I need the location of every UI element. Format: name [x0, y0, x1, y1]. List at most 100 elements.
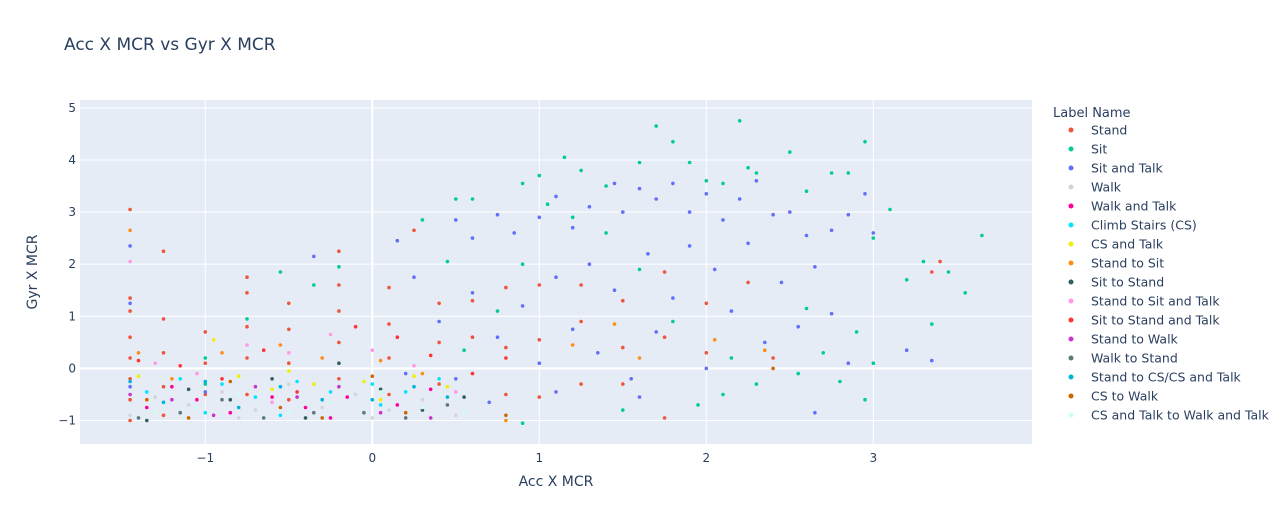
data-point — [704, 192, 709, 196]
data-point — [662, 335, 667, 340]
data-point — [504, 356, 508, 360]
legend-item[interactable]: CS to Walk — [1068, 389, 1159, 404]
data-point — [211, 413, 216, 418]
legend-item[interactable]: Walk and Talk — [1068, 199, 1178, 214]
data-point — [629, 377, 633, 381]
data-point — [195, 397, 199, 402]
data-point — [278, 270, 283, 274]
y-tick-label: −1 — [58, 414, 76, 428]
legend-item[interactable]: Sit and Talk — [1068, 161, 1164, 176]
legend-item[interactable]: Stand to Sit and Talk — [1068, 294, 1221, 309]
data-point — [195, 405, 199, 410]
data-point — [704, 351, 709, 355]
data-point — [704, 366, 709, 371]
data-point — [470, 236, 475, 240]
data-point — [245, 356, 249, 360]
data-point — [554, 194, 558, 199]
data-point — [888, 207, 892, 212]
data-point — [236, 374, 241, 379]
data-point — [278, 384, 283, 389]
data-point — [637, 186, 642, 191]
data-point — [470, 371, 475, 376]
data-point — [370, 382, 375, 386]
legend-item[interactable]: Stand to CS/CS and Talk — [1068, 370, 1242, 385]
data-point — [863, 397, 867, 402]
legend-title: Label Name — [1053, 106, 1131, 121]
data-point — [370, 348, 375, 353]
data-point — [813, 410, 817, 415]
data-point — [712, 267, 717, 272]
data-point — [320, 405, 325, 410]
legend-item[interactable]: CS and Talk — [1068, 237, 1164, 252]
data-point — [804, 233, 809, 238]
data-point — [161, 400, 166, 405]
x-axis-ticks: −1 0 1 2 3 — [196, 451, 877, 465]
legend-item[interactable]: Sit — [1068, 142, 1108, 157]
data-point — [395, 403, 400, 407]
data-point — [128, 335, 132, 340]
legend-item[interactable]: Walk — [1068, 180, 1122, 195]
legend-label: CS and Talk to Walk and Talk — [1091, 408, 1270, 423]
legend-item[interactable]: Sit to Stand — [1068, 275, 1165, 290]
data-point — [337, 361, 341, 366]
data-point — [387, 408, 391, 412]
data-point — [203, 390, 208, 394]
legend[interactable]: Label Name Stand Sit Sit and Talk Walk Walk … — [1053, 106, 1270, 423]
legend-item[interactable]: Stand to Sit — [1068, 256, 1165, 271]
legend-marker — [1068, 279, 1074, 285]
data-point — [378, 397, 383, 402]
data-point — [178, 410, 182, 415]
data-point — [462, 395, 466, 399]
legend-item[interactable]: Walk to Stand — [1068, 351, 1178, 366]
legend-label: Stand to Sit — [1091, 256, 1164, 271]
data-point — [378, 410, 383, 415]
data-point — [362, 379, 366, 384]
data-point — [245, 317, 249, 321]
data-point — [570, 343, 575, 347]
data-point — [804, 306, 809, 311]
data-point — [220, 351, 224, 355]
data-point — [788, 210, 792, 214]
data-point — [462, 348, 466, 353]
data-point — [128, 418, 132, 423]
data-point — [145, 390, 149, 394]
data-point — [328, 416, 333, 420]
data-point — [378, 358, 383, 363]
data-point — [470, 298, 475, 303]
legend-item[interactable]: Sit to Stand and Talk — [1068, 313, 1221, 328]
data-point — [312, 254, 316, 259]
data-point — [153, 410, 157, 415]
data-point — [612, 288, 617, 293]
data-point — [904, 348, 909, 353]
data-point — [946, 270, 951, 274]
data-point — [387, 392, 391, 397]
data-point — [378, 387, 383, 392]
data-point — [596, 351, 600, 355]
y-tick-label: 5 — [68, 101, 76, 115]
legend-item[interactable]: Climb Stairs (CS) — [1068, 218, 1197, 233]
legend-item[interactable]: Stand — [1068, 123, 1128, 138]
legend-item[interactable]: Stand to Walk — [1068, 332, 1179, 347]
data-point — [245, 275, 249, 280]
data-point — [295, 395, 299, 399]
data-point — [287, 301, 291, 306]
data-point — [203, 330, 208, 334]
data-point — [838, 379, 842, 384]
data-point — [604, 231, 608, 235]
data-point — [136, 358, 141, 363]
data-point — [203, 361, 208, 366]
data-point — [637, 267, 642, 272]
data-point — [412, 275, 416, 280]
data-point — [412, 228, 416, 233]
data-point — [829, 228, 834, 233]
data-point — [520, 181, 525, 186]
data-point — [637, 160, 642, 165]
series-8 — [145, 361, 466, 423]
data-point — [328, 400, 333, 405]
data-point — [854, 330, 859, 334]
data-point — [170, 384, 174, 389]
legend-label: Walk — [1091, 180, 1122, 195]
data-point — [437, 382, 441, 386]
series-6 — [136, 338, 450, 402]
legend-item[interactable]: CS and Talk to Walk and Talk — [1068, 408, 1270, 423]
